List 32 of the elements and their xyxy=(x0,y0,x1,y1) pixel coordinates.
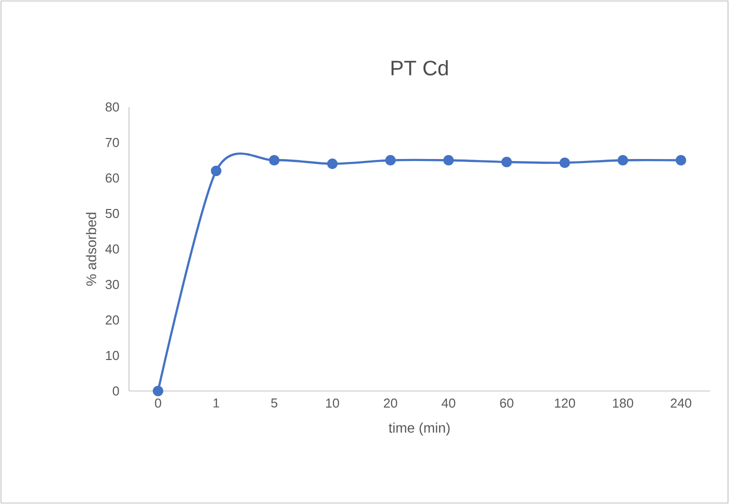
x-tick-label: 20 xyxy=(384,398,398,408)
x-tick-label: 180 xyxy=(613,398,634,408)
point xyxy=(210,166,222,176)
point xyxy=(443,154,454,166)
y-tick-label: 0 xyxy=(112,386,119,396)
point xyxy=(559,157,570,168)
x-tick-label: 60 xyxy=(500,398,514,408)
y-tick-label: 10 xyxy=(106,350,119,360)
y-tick-label: 30 xyxy=(106,280,119,290)
x-tick-label: 1 xyxy=(214,398,220,408)
point xyxy=(327,158,338,170)
point xyxy=(152,386,164,396)
point xyxy=(268,154,280,166)
x-tick-label: 240 xyxy=(670,398,692,408)
x-tick-label: 120 xyxy=(554,398,576,408)
point xyxy=(501,156,512,168)
chart-title: PT Cd xyxy=(392,60,448,76)
x-axis-title: time (min) xyxy=(388,422,450,436)
x-tick-label: 5 xyxy=(271,398,278,408)
y-tick-label: 80 xyxy=(106,102,119,112)
y-tick-label: 20 xyxy=(106,315,119,325)
y-tick-label: 70 xyxy=(106,138,119,148)
y-tick-label: 60 xyxy=(106,173,119,183)
point xyxy=(676,154,686,166)
y-tick-label: 40 xyxy=(105,244,119,254)
point xyxy=(618,154,628,166)
y-tick-label: 50 xyxy=(106,208,119,218)
point xyxy=(385,154,396,166)
x-tick-label: 40 xyxy=(442,398,456,408)
x-tick-label: 10 xyxy=(326,398,340,408)
y-axis-title: % adsorbed xyxy=(86,212,96,286)
x-tick-label: 0 xyxy=(154,398,162,408)
